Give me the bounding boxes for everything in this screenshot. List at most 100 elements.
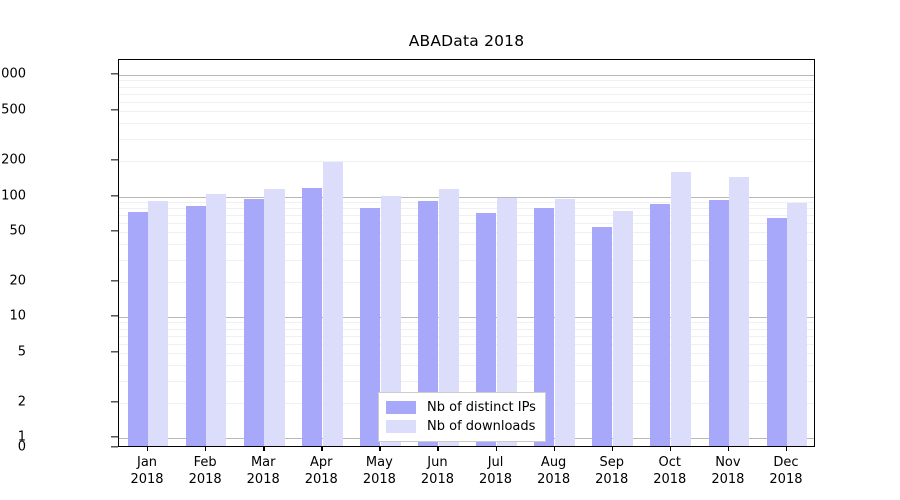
- y-axis-tick-mark: [111, 109, 118, 111]
- x-axis-tick-label: Feb 2018: [189, 454, 222, 488]
- x-axis-tick-mark: [205, 447, 207, 451]
- y-axis-tick-mark: [111, 401, 118, 403]
- plot-area: [118, 59, 815, 447]
- chart-legend: Nb of distinct IPs Nb of downloads: [378, 392, 546, 442]
- x-axis-tick-month: Feb: [193, 455, 217, 470]
- bar-downloads: [206, 194, 227, 446]
- bar-downloads: [322, 161, 343, 446]
- gridline-minor: [119, 380, 814, 382]
- gridline-minor: [119, 365, 814, 367]
- x-axis-tick-mark: [611, 447, 613, 451]
- y-axis-tick-mark: [111, 280, 118, 282]
- x-axis-tick-label: Nov 2018: [711, 454, 744, 488]
- x-axis-tick-label: Aug 2018: [537, 454, 570, 488]
- x-axis-tick-year: 2018: [246, 472, 280, 487]
- y-axis-tick-mark: [111, 315, 118, 317]
- x-axis-tick-label: Jun 2018: [421, 454, 454, 488]
- gridline-major: [119, 317, 814, 318]
- bar-distinct-ips: [534, 208, 555, 446]
- x-axis-tick-mark: [553, 447, 555, 451]
- bar-distinct-ips: [592, 227, 613, 446]
- x-axis-tick-mark: [437, 447, 439, 451]
- y-axis-tick-label: 0: [17, 439, 26, 455]
- y-axis: 1000 500 200 100 50 20 10 5 2 10: [0, 0, 118, 500]
- y-axis-tick-mark: [111, 446, 118, 448]
- x-axis-tick-label: Mar 2018: [247, 454, 280, 488]
- bar-distinct-ips: [185, 205, 206, 446]
- x-axis-tick-mark: [379, 447, 381, 451]
- y-axis-tick-label: 1: [17, 429, 26, 445]
- x-axis-tick-label: Jan 2018: [130, 454, 163, 488]
- y-axis-tick-mark: [111, 73, 118, 75]
- bar-downloads: [148, 201, 169, 446]
- gridline-minor: [119, 282, 814, 283]
- bar-downloads: [671, 172, 692, 446]
- gridline-minor: [119, 244, 814, 246]
- bar-downloads: [438, 188, 459, 446]
- y-axis-tick-label: 5: [17, 344, 26, 360]
- x-axis-tick-label: Jul 2018: [479, 454, 512, 488]
- x-axis-tick-month: Aug: [540, 455, 567, 470]
- bar-distinct-ips: [418, 200, 439, 446]
- x-axis-tick-month: Sep: [599, 455, 624, 470]
- x-axis-tick-label: Sep 2018: [595, 454, 628, 488]
- x-axis-tick-month: May: [365, 455, 393, 470]
- bar-downloads: [380, 195, 401, 446]
- x-axis-tick-year: 2018: [130, 472, 164, 487]
- gridline-minor: [119, 138, 814, 140]
- gridline-major: [119, 197, 814, 198]
- y-axis-tick-label: 100: [1, 188, 26, 204]
- x-axis-tick-mark: [669, 447, 672, 451]
- gridline-minor: [119, 232, 814, 233]
- x-axis-tick-month: Dec: [773, 455, 799, 470]
- gridline-minor: [119, 101, 814, 103]
- bar-distinct-ips: [301, 187, 322, 446]
- gridline-minor: [119, 328, 814, 330]
- x-axis-tick-label: Apr 2018: [305, 454, 338, 488]
- x-axis-tick-year: 2018: [362, 472, 396, 487]
- x-axis-tick-month: Jan: [137, 455, 158, 470]
- gridline-minor: [119, 202, 814, 204]
- x-axis-tick-label: Oct 2018: [653, 454, 686, 488]
- gridline-minor: [119, 161, 814, 162]
- gridline-minor: [119, 322, 814, 324]
- bar-distinct-ips: [650, 204, 671, 446]
- x-axis-tick-mark: [785, 447, 788, 451]
- gridline-minor: [119, 222, 814, 224]
- bar-downloads: [554, 198, 575, 446]
- bar-distinct-ips: [127, 211, 148, 446]
- x-axis-tick-month: Jul: [487, 455, 504, 470]
- y-axis-tick-label: 1000: [0, 66, 26, 82]
- x-axis-tick-month: Nov: [715, 455, 741, 470]
- y-axis-tick-label: 500: [1, 102, 26, 118]
- y-axis-tick-label: 2: [17, 394, 26, 410]
- bar-downloads: [264, 188, 285, 446]
- legend-label: Nb of distinct IPs: [427, 400, 536, 415]
- y-axis-tick-mark: [111, 351, 118, 353]
- x-axis-tick-year: 2018: [188, 472, 222, 487]
- legend-item: Nb of distinct IPs: [386, 398, 536, 417]
- gridline-minor: [119, 343, 814, 345]
- bar-downloads: [787, 203, 808, 446]
- gridline-minor: [119, 80, 814, 82]
- legend-swatch-icon: [386, 401, 416, 414]
- gridline-minor: [119, 208, 814, 210]
- x-axis-tick-year: 2018: [420, 472, 454, 487]
- legend-label: Nb of downloads: [427, 419, 536, 434]
- x-axis-tick-year: 2018: [653, 472, 687, 487]
- x-axis-tick-month: Apr: [310, 455, 333, 470]
- x-axis-tick-year: 2018: [769, 472, 803, 487]
- x-axis-tick-year: 2018: [711, 472, 745, 487]
- gridline-minor: [119, 123, 814, 125]
- bar-distinct-ips: [476, 213, 497, 446]
- x-axis-tick-month: Jun: [427, 455, 448, 470]
- x-axis-tick-mark: [727, 447, 730, 451]
- gridline-minor: [119, 259, 814, 261]
- y-axis-tick-label: 10: [9, 308, 26, 324]
- gridline-minor: [119, 93, 814, 95]
- bar-distinct-ips: [243, 199, 264, 446]
- gridline-minor: [119, 353, 814, 354]
- bar-distinct-ips: [766, 217, 787, 446]
- chart-title: ABAData 2018: [408, 32, 525, 50]
